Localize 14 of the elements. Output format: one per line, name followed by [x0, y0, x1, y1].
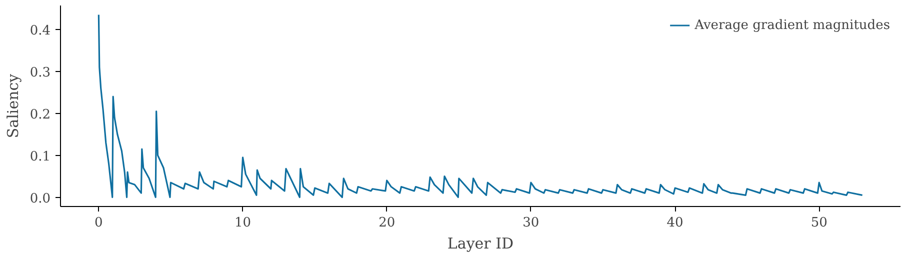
- y-tick-label: 0.2: [30, 107, 51, 122]
- y-tick-label: 0.4: [30, 23, 51, 38]
- x-tick-label: 50: [810, 216, 828, 230]
- y-axis-title: Saliency: [4, 73, 22, 138]
- x-tick-label: 30: [522, 216, 540, 230]
- legend-label: Average gradient magnitudes: [694, 18, 890, 32]
- x-tick-label: 20: [378, 216, 396, 230]
- x-tick-label: 40: [666, 216, 684, 230]
- x-axis-title: Layer ID: [447, 234, 514, 252]
- y-tick-label: 0.3: [30, 65, 51, 80]
- y-tick-label: 0.0: [30, 191, 51, 206]
- x-tick-label: 0: [94, 216, 103, 230]
- y-tick-label: 0.1: [30, 149, 51, 164]
- x-tick-label: 10: [234, 216, 252, 230]
